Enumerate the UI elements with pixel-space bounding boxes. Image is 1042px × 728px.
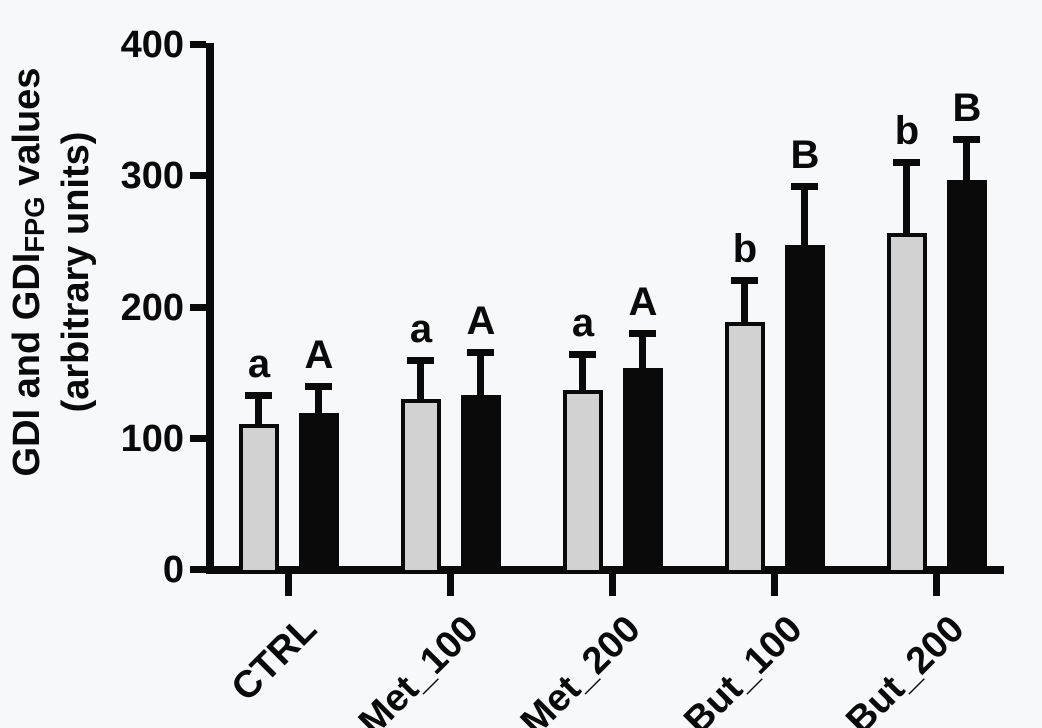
bar-gdi_fpg-met-200: [623, 367, 663, 574]
error-bar-gdi_fpg-but-200: [963, 138, 970, 185]
error-bar-cap-gdi_fpg-ctrl: [305, 382, 332, 390]
significance-letter-gdi-met-200: a: [571, 301, 595, 346]
x-category-label: CTRL: [223, 608, 325, 710]
x-axis-tick: [447, 574, 454, 596]
y-axis-tick-label: 300: [120, 155, 184, 198]
error-bar-gdi-but-200: [903, 160, 910, 237]
error-bar-gdi-but-100: [741, 278, 748, 326]
error-bar-cap-gdi-but-100: [731, 276, 758, 284]
y-axis-tick: [190, 303, 206, 311]
bar-gdi-met-100: [401, 399, 441, 574]
y-axis-label-subscript: FPG: [18, 196, 50, 253]
error-bar-cap-gdi_fpg-but-100: [791, 183, 818, 191]
y-axis-tick: [190, 434, 206, 442]
error-bar-gdi_fpg-ctrl: [315, 384, 322, 417]
x-category-label: But_200: [838, 608, 973, 728]
bar-gdi-ctrl: [239, 424, 279, 574]
error-bar-cap-gdi_fpg-but-200: [953, 136, 980, 144]
y-axis-tick: [190, 566, 206, 573]
x-axis-tick: [771, 574, 778, 596]
error-bar-gdi_fpg-met-100: [477, 350, 484, 400]
error-bar-cap-gdi_fpg-met-200: [629, 330, 656, 338]
x-axis-tick: [609, 574, 616, 596]
bar-gdi_fpg-ctrl: [299, 412, 339, 574]
error-bar-cap-gdi-but-200: [893, 158, 920, 166]
x-axis-line: [206, 566, 1004, 574]
error-bar-cap-gdi_fpg-met-100: [467, 348, 494, 356]
significance-letter-gdi-met-100: a: [409, 306, 433, 351]
y-axis-tick-label: 400: [120, 24, 184, 66]
significance-letter-gdi_fpg-met-100: A: [466, 298, 496, 343]
y-axis-tick: [190, 172, 206, 180]
y-axis-tick-label: 100: [120, 417, 184, 460]
significance-letter-gdi-but-100: b: [732, 226, 758, 271]
error-bar-cap-gdi-met-200: [569, 351, 596, 359]
significance-letter-gdi_fpg-but-200: B: [952, 86, 982, 131]
x-axis-tick: [285, 574, 292, 596]
significance-letter-gdi_fpg-met-200: A: [628, 280, 658, 325]
bar-gdi_fpg-met-100: [461, 395, 501, 574]
x-category-label: Met_200: [512, 608, 649, 728]
bar-gdi-but-200: [887, 232, 927, 574]
significance-letter-gdi-but-200: b: [894, 108, 920, 153]
y-axis-tick-label: 0: [162, 549, 184, 591]
significance-letter-gdi-ctrl: a: [247, 342, 271, 387]
y-axis-tick: [190, 41, 206, 48]
significance-letter-gdi_fpg-ctrl: A: [304, 332, 334, 377]
y-axis-tick-label: 200: [120, 286, 184, 329]
bar-gdi-met-200: [563, 390, 603, 574]
significance-letter-gdi_fpg-but-100: B: [790, 133, 820, 178]
x-category-label: Met_100: [350, 608, 487, 728]
bar-gdi_fpg-but-100: [785, 244, 825, 574]
error-bar-gdi_fpg-met-200: [639, 332, 646, 372]
y-axis-line: [206, 43, 214, 574]
error-bar-gdi-ctrl: [255, 394, 262, 429]
error-bar-gdi-met-200: [579, 353, 586, 395]
error-bar-cap-gdi-met-100: [407, 356, 434, 364]
bar-gdi-but-100: [725, 321, 765, 574]
error-bar-gdi_fpg-but-100: [801, 185, 808, 249]
bar-gdi_fpg-but-200: [947, 180, 987, 574]
error-bar-gdi-met-100: [417, 358, 424, 404]
x-axis-tick: [933, 574, 940, 596]
error-bar-cap-gdi-ctrl: [245, 392, 272, 400]
x-category-label: But_100: [676, 608, 811, 728]
